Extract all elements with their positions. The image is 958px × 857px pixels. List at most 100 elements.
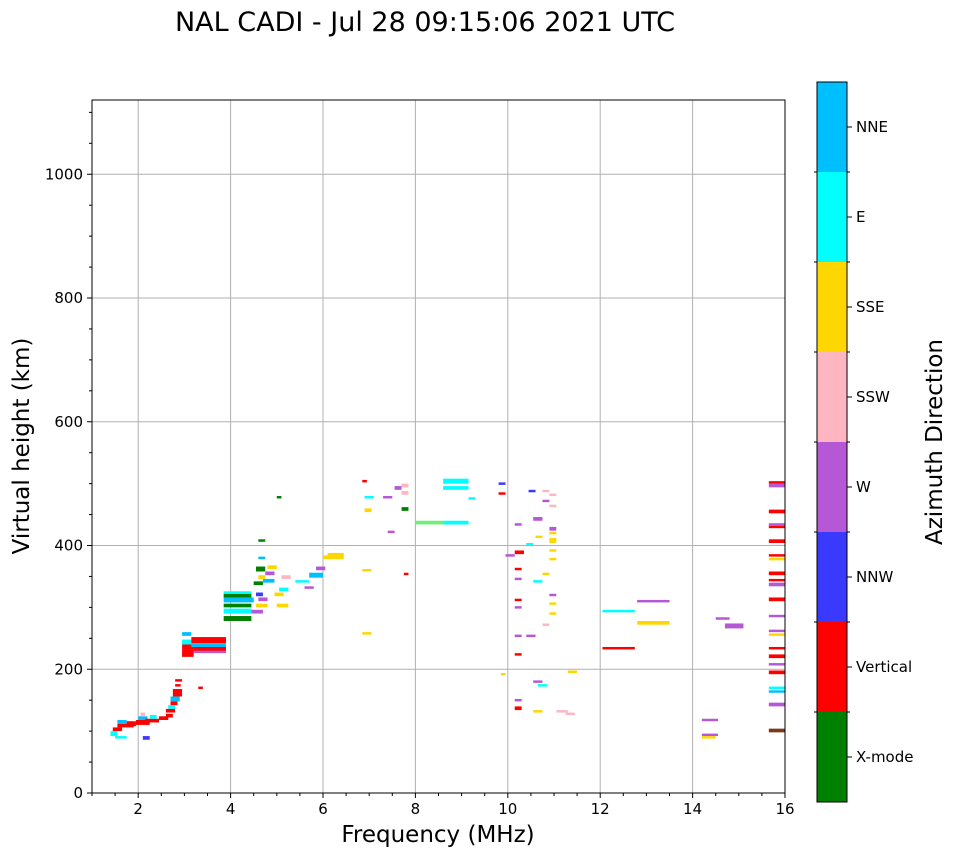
echo-mark: [468, 497, 476, 500]
echo-mark: [415, 520, 444, 525]
echo-mark: [549, 602, 557, 605]
echo-mark: [768, 557, 785, 561]
echo-mark: [768, 702, 785, 707]
echo-mark: [768, 509, 785, 514]
echo-mark: [768, 483, 785, 488]
echo-mark: [549, 526, 557, 531]
echo-mark: [182, 632, 192, 636]
echo-mark: [514, 634, 522, 638]
echo-mark: [364, 508, 372, 513]
echo-mark: [295, 580, 310, 583]
echo-mark: [251, 609, 263, 614]
echo-mark: [549, 549, 557, 552]
echo-mark: [362, 632, 372, 635]
echo-mark: [443, 486, 469, 490]
echo-mark: [115, 736, 127, 739]
echo-mark: [701, 736, 716, 739]
colorbar-swatch: [817, 442, 847, 532]
colorbar-swatch: [817, 532, 847, 622]
x-tick-label: 10: [498, 800, 517, 818]
echo-mark: [316, 566, 326, 571]
echo-mark: [768, 539, 785, 544]
colorbar-swatch: [817, 82, 847, 172]
echo-mark: [182, 639, 192, 645]
echo-mark: [768, 654, 785, 659]
echo-mark: [637, 620, 670, 625]
echo-mark: [170, 696, 180, 702]
x-tick-label: 12: [591, 800, 610, 818]
colorbar-swatch: [817, 262, 847, 352]
echo-mark: [223, 597, 254, 603]
echo-mark: [768, 614, 785, 618]
echo-mark: [403, 572, 409, 576]
colorbar-tick-label: Vertical: [856, 658, 912, 676]
echo-mark: [514, 698, 522, 702]
echo-mark: [768, 728, 785, 733]
echo-mark: [637, 599, 670, 603]
echo-mark: [768, 523, 785, 526]
echo-mark: [542, 572, 550, 576]
echo-mark: [768, 481, 785, 484]
echo-mark: [387, 530, 395, 534]
echo-mark: [533, 710, 543, 713]
x-tick-label: 6: [318, 800, 328, 818]
colorbar-swatch: [817, 712, 847, 802]
y-tick-label: 400: [54, 537, 83, 555]
echo-mark: [602, 646, 635, 650]
echo-mark: [182, 644, 194, 650]
colorbar-tick-label: W: [856, 478, 871, 496]
echo-mark: [542, 489, 550, 493]
echo-mark: [533, 517, 543, 521]
echo-mark: [258, 597, 268, 602]
colorbar-swatch: [817, 622, 847, 712]
echo-mark: [364, 496, 374, 499]
echo-mark: [401, 491, 409, 495]
echo-mark: [175, 684, 181, 687]
echo-mark: [701, 718, 719, 722]
data-marks: [110, 478, 785, 740]
echo-mark: [542, 499, 550, 503]
echo-mark: [138, 716, 148, 720]
echo-mark: [768, 582, 785, 587]
echo-mark: [158, 716, 169, 720]
echo-mark: [193, 646, 226, 651]
echo-mark: [117, 723, 134, 728]
echo-mark: [401, 483, 409, 488]
echo-mark: [262, 578, 275, 583]
echo-mark: [768, 633, 785, 636]
echo-mark: [549, 493, 557, 496]
echo-mark: [165, 713, 173, 718]
echo-mark: [768, 663, 785, 666]
plot-frame: [91, 99, 786, 794]
echo-mark: [715, 617, 730, 620]
echo-mark: [542, 623, 550, 626]
echo-mark: [602, 609, 635, 613]
echo-mark: [768, 597, 785, 602]
echo-mark: [276, 603, 289, 608]
echo-mark: [526, 543, 534, 546]
echo-mark: [309, 572, 323, 578]
echo-mark: [126, 721, 136, 727]
y-tick-label: 200: [54, 660, 83, 678]
y-tick-label: 1000: [45, 165, 83, 183]
echo-mark: [165, 708, 176, 713]
y-axis-label: Virtual height (km): [9, 338, 35, 555]
echo-mark: [258, 556, 266, 560]
echo-mark: [768, 629, 785, 633]
colorbar-tick-label: SSE: [856, 298, 885, 316]
echo-mark: [535, 535, 543, 539]
echo-mark: [533, 580, 543, 583]
echo-mark: [145, 718, 159, 723]
x-tick-label: 14: [683, 800, 702, 818]
x-axis-ticks: 2 4 6 8 10 12 14 16: [91, 793, 795, 818]
echo-mark: [142, 736, 150, 740]
echo-mark: [514, 523, 522, 526]
echo-mark: [175, 679, 183, 682]
echo-mark: [223, 591, 252, 594]
colorbar-tick-label: SSW: [856, 388, 890, 406]
echo-mark: [149, 715, 157, 719]
echo-mark: [528, 489, 536, 493]
echo-mark: [443, 478, 469, 484]
echo-mark: [276, 496, 282, 499]
echo-mark: [514, 706, 522, 711]
